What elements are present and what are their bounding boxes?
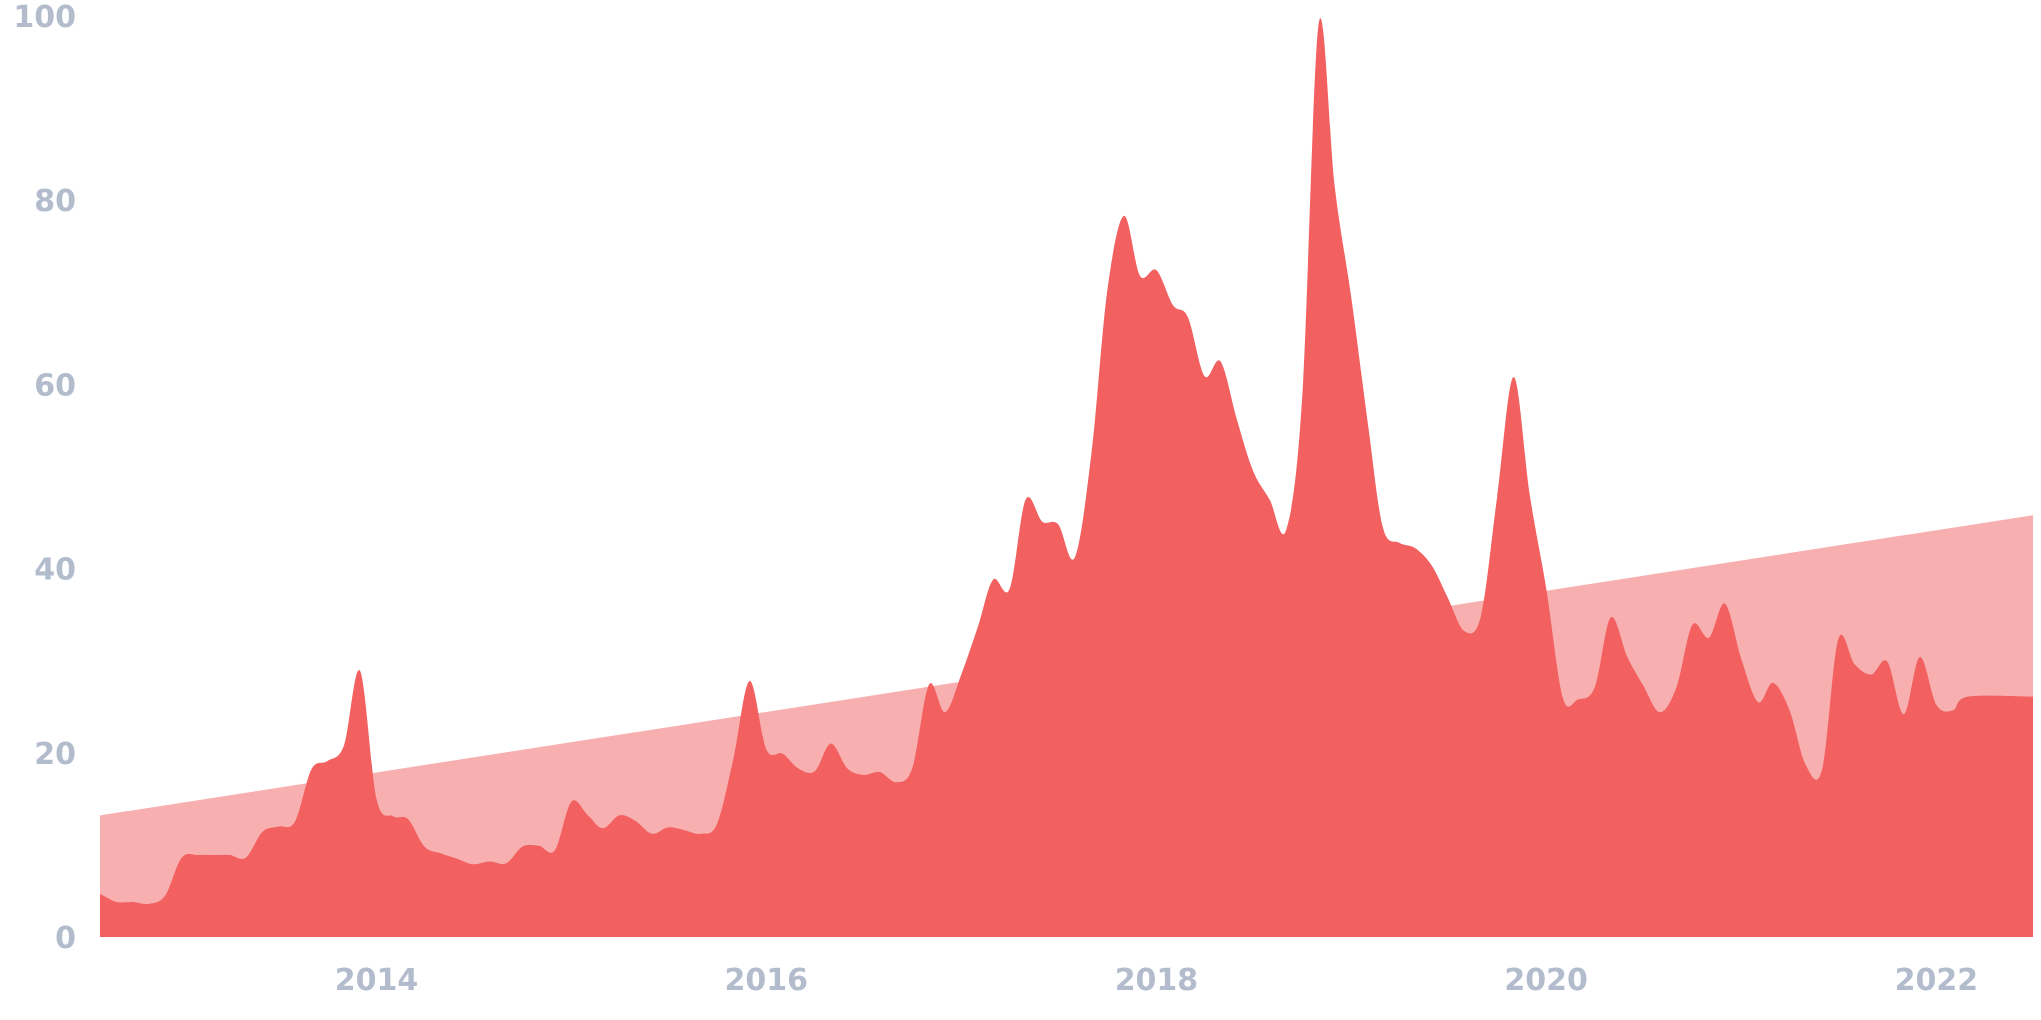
y-tick-label: 80 [34, 184, 76, 219]
y-axis: 0 20 40 60 80 100 [13, 0, 76, 956]
x-tick-label: 2022 [1895, 963, 1979, 998]
x-tick-label: 2014 [335, 963, 419, 998]
y-tick-label: 40 [34, 553, 76, 588]
y-tick-label: 100 [13, 0, 76, 35]
plot-area [100, 18, 2033, 938]
y-tick-label: 20 [34, 737, 76, 772]
y-tick-label: 60 [34, 368, 76, 403]
x-tick-label: 2020 [1504, 963, 1588, 998]
y-tick-label: 0 [55, 921, 76, 956]
interest-area [100, 18, 2033, 938]
x-tick-label: 2016 [724, 963, 808, 998]
x-tick-label: 2018 [1115, 963, 1199, 998]
x-axis: 2014 2016 2018 2020 2022 [335, 963, 1978, 998]
